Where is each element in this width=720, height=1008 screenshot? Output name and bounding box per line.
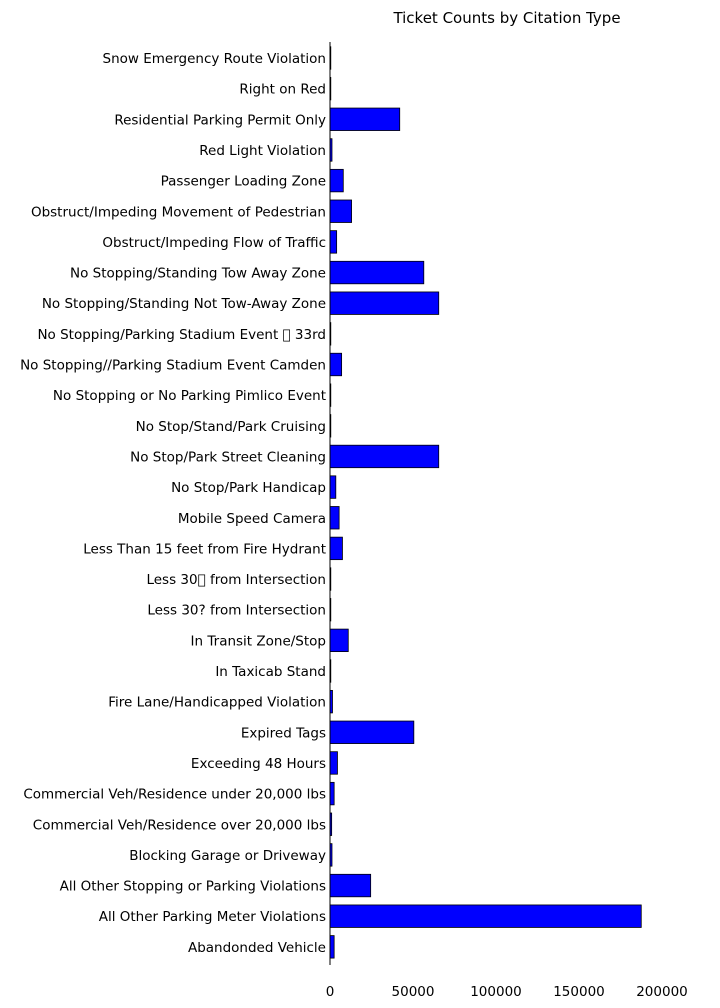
category-label: Abandonded Vehicle [188,940,326,956]
category-label: No Stopping/Standing Not Tow-Away Zone [42,296,326,312]
category-label: No Stopping or No Parking Pimlico Event [53,388,326,404]
bar [329,444,440,469]
bar [329,168,344,193]
category-label: Obstruct/Impeding Movement of Pedestrian [31,204,326,220]
bar [329,751,338,775]
category-label: No Stopping/Parking Stadium Event   33rd [37,327,326,343]
bar [329,230,338,254]
category-label: Exceeding 48 Hours [191,756,326,772]
category-label: No Stop/Park Handicap [171,480,326,496]
bar [329,873,372,898]
bar [329,291,440,315]
bar [329,935,335,959]
bar [329,352,343,377]
category-label: No Stopping/Standing Tow Away Zone [70,266,326,282]
x-tick-label: 0 [326,984,335,1000]
category-label: Commercial Veh/Residence under 20,000 lb… [23,787,326,803]
category-label: In Transit Zone/Stop [191,633,326,649]
bar [329,904,642,928]
bars-layer [329,46,642,959]
category-label: Commercial Veh/Residence over 20,000 lbs [33,817,326,833]
category-label: Mobile Speed Camera [178,511,326,527]
category-labels: Snow Emergency Route Violation Right on R… [20,51,326,956]
bar [329,781,335,806]
x-tick-label: 200000 [636,984,688,1000]
x-tick-label: 50000 [392,984,435,1000]
bar [329,107,401,131]
category-label: All Other Parking Meter Violations [99,909,326,925]
bar [329,720,415,744]
category-label: Right on Red [239,82,326,98]
category-label: Snow Emergency Route Violation [103,51,326,67]
category-label: All Other Stopping or Parking Violations [60,879,326,895]
category-label: Blocking Garage or Driveway [129,848,326,864]
category-label: Fire Lane/Handicapped Violation [108,695,326,711]
category-label: Less Than 15 feet from Fire Hydrant [83,541,326,557]
category-label: Obstruct/Impeding Flow of Traffic [102,235,326,251]
category-label: Red Light Violation [199,143,326,159]
bar [329,199,352,223]
category-label: Expired Tags [241,725,326,741]
bar [329,260,425,285]
bar [329,475,337,499]
bar [329,536,343,561]
category-label: No Stop/Park Street Cleaning [130,449,326,465]
category-label: Less 30  from Intersection [146,572,326,588]
category-label: Passenger Loading Zone [161,174,326,190]
bar [329,506,340,530]
x-axis-ticks: 0 50000 100000 150000 200000 [326,984,688,1000]
category-label: In Taxicab Stand [215,664,326,680]
category-label: Residential Parking Permit Only [114,112,326,128]
x-tick-label: 100000 [470,984,522,1000]
chart-title: Ticket Counts by Citation Type [392,9,620,27]
category-label: Less 30? from Intersection [147,603,326,619]
bar [329,628,349,652]
category-label: No Stopping//Parking Stadium Event Camde… [20,358,326,374]
category-label: No Stop/Stand/Park Cruising [136,419,326,435]
x-tick-label: 150000 [553,984,605,1000]
